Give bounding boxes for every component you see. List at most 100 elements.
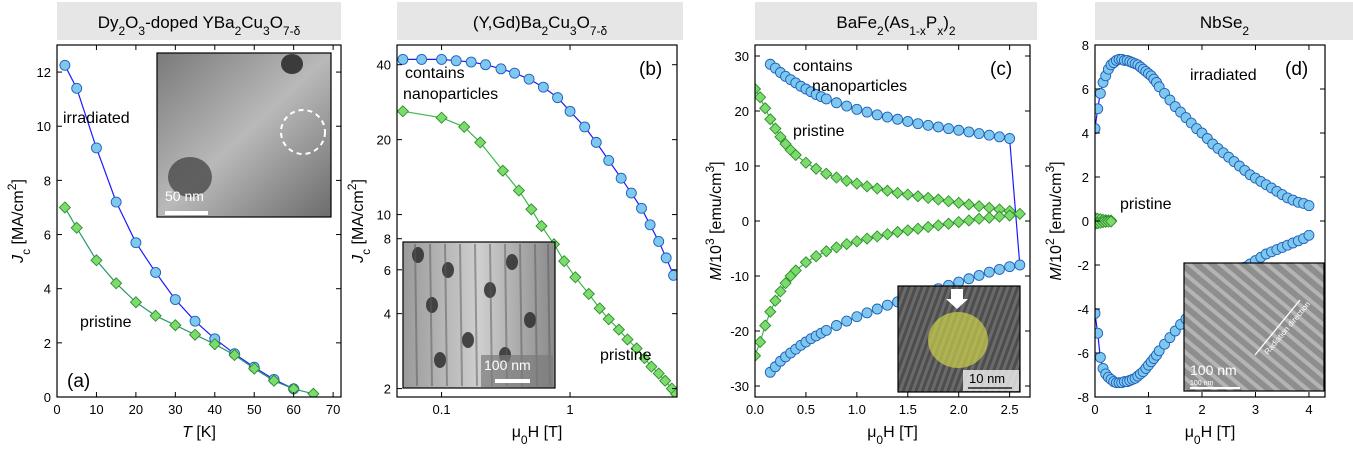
y-tick-label: -10	[730, 269, 749, 284]
data-point-diamond	[602, 313, 615, 326]
data-point-circle	[189, 315, 201, 327]
x-tick-label: 10	[89, 402, 103, 417]
data-point-circle	[537, 81, 549, 93]
y-tick-label: 30	[735, 49, 749, 64]
data-point-diamond	[558, 255, 571, 268]
annotation-pristine: pristine	[600, 347, 652, 364]
annotation-irradiated: irradiated	[63, 110, 130, 127]
x-tick-label: 60	[286, 402, 300, 417]
data-point-diamond	[901, 188, 914, 201]
panel-header-bg	[755, 2, 1037, 40]
data-point-circle	[881, 299, 893, 311]
data-point-circle	[983, 266, 995, 278]
data-point-diamond	[891, 225, 904, 239]
data-point-diamond	[799, 256, 813, 269]
data-point-circle	[1004, 261, 1016, 273]
data-point-circle	[1095, 351, 1106, 363]
data-point-diamond	[952, 215, 965, 229]
inset-image	[1183, 262, 1325, 392]
y-tick-label: -6	[1077, 346, 1089, 361]
scale-bar-label: 100 nm	[484, 357, 531, 373]
data-point-diamond	[659, 374, 672, 387]
plot-frame	[56, 44, 342, 398]
data-point-circle	[831, 320, 842, 331]
series-group	[58, 59, 320, 397]
data-point-diamond	[759, 319, 772, 332]
panel-label: (c)	[990, 59, 1012, 80]
data-point-diamond	[188, 328, 202, 341]
data-point-diamond	[248, 362, 261, 375]
y-tick-label: 0	[1082, 214, 1089, 229]
data-point-circle	[1014, 259, 1026, 271]
columnar-defect	[414, 243, 418, 387]
data-point-diamond	[860, 232, 874, 245]
data-point-diamond	[58, 201, 72, 214]
data-point-diamond	[582, 287, 595, 301]
y-tick-label: 10	[37, 119, 51, 134]
data-point-diamond	[525, 203, 538, 216]
annotation-pristine: pristine	[793, 123, 845, 140]
data-point-diamond	[922, 220, 935, 234]
data-point-diamond	[759, 102, 772, 115]
data-point-diamond	[860, 180, 874, 193]
data-point-circle	[552, 92, 564, 104]
x-tick-label: 50	[247, 402, 261, 417]
data-point-circle	[912, 118, 924, 130]
data-point-circle	[644, 219, 656, 231]
data-point-diamond	[755, 335, 767, 349]
data-point-diamond	[850, 177, 863, 190]
data-point-diamond	[881, 228, 894, 241]
data-point-diamond	[922, 191, 935, 205]
data-point-diamond	[169, 319, 182, 332]
scale-bar-label: 50 nm	[165, 188, 204, 204]
data-point-diamond	[110, 277, 123, 290]
y-axis-label: M/102 [emu/cm3]	[1043, 161, 1065, 280]
annotation-pristine: pristine	[1120, 196, 1172, 213]
tem-inset-c: 10 nm	[897, 285, 1021, 393]
y-tick-label: 40	[377, 58, 391, 73]
data-point-circle	[861, 106, 873, 118]
data-point-circle	[564, 105, 576, 117]
panel-label: (d)	[1285, 59, 1308, 80]
data-point-diamond	[764, 113, 777, 126]
data-point-diamond	[652, 367, 665, 380]
series-line	[402, 58, 675, 276]
data-point-circle	[110, 196, 122, 208]
data-point-circle	[653, 235, 665, 247]
panel-4: NbSe2 0 1 2 3 4 -8 -6 -4 -2 0 2 4 6 8 μ0H [T] M/102 [emu…	[1043, 2, 1353, 447]
annotation-contains: contains	[405, 65, 465, 82]
x-tick-label: 1	[1145, 402, 1152, 417]
annotation-irradiated: irradiated	[1190, 67, 1257, 84]
y-tick-label: 6	[44, 228, 51, 243]
data-point-diamond	[972, 200, 986, 213]
data-point-diamond	[871, 182, 884, 195]
data-point-diamond	[850, 235, 863, 248]
data-point-diamond	[942, 195, 955, 208]
data-point-circle	[668, 269, 677, 281]
data-point-diamond	[755, 91, 767, 104]
particle-dark	[281, 54, 303, 74]
data-point-diamond	[149, 309, 162, 322]
data-point-circle	[625, 187, 637, 199]
series-line	[64, 207, 314, 395]
y-tick-label: 0	[44, 390, 51, 405]
x-tick-label: 0.5	[797, 402, 815, 417]
data-point-circle	[963, 273, 975, 285]
data-point-circle	[59, 59, 71, 71]
annotation-nanoparticles: nanoparticles	[812, 78, 907, 95]
nanoparticle-highlight	[928, 312, 988, 368]
y-tick-label: 10	[735, 159, 749, 174]
x-tick-label: 3	[1252, 402, 1259, 417]
data-point-circle	[465, 56, 477, 68]
data-point-diamond	[593, 302, 606, 315]
panel-label: (a)	[67, 371, 90, 392]
data-point-diamond	[474, 136, 487, 149]
data-point-circle	[932, 121, 944, 133]
data-point-circle	[1095, 103, 1104, 115]
data-point-diamond	[307, 387, 320, 397]
data-point-diamond	[755, 82, 762, 96]
data-point-diamond	[962, 198, 976, 211]
data-point-diamond	[769, 294, 782, 307]
data-point-diamond	[1003, 209, 1016, 222]
